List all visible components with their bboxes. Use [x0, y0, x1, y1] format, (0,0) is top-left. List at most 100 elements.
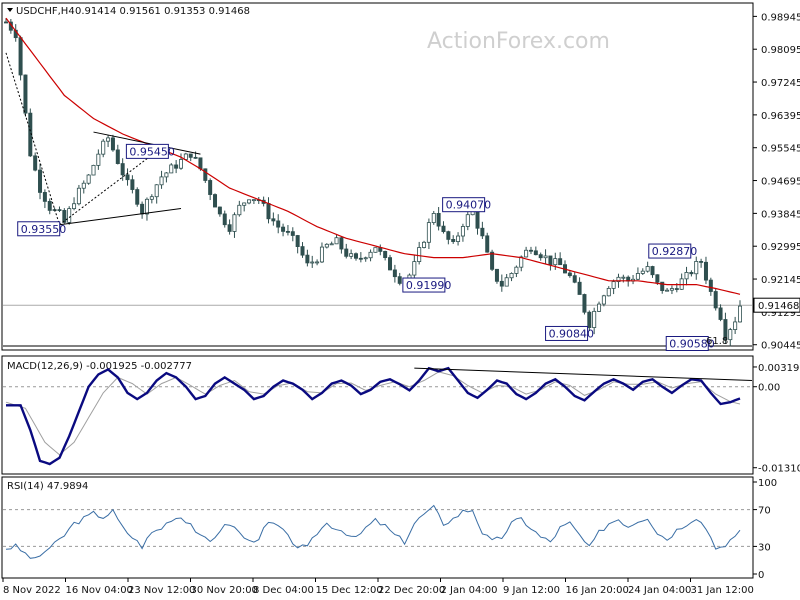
candle-body: [465, 214, 470, 227]
price-label-box: [545, 325, 589, 341]
candle-body: [392, 269, 397, 278]
candle-body: [38, 169, 43, 193]
candle-body: [159, 176, 164, 186]
candle-body: [101, 140, 106, 155]
candle-body: [509, 273, 514, 279]
candle-body: [499, 280, 504, 287]
candle-body: [728, 329, 733, 341]
candle-body: [368, 251, 373, 259]
x-tick-label: 16 Nov 04:00: [66, 585, 133, 596]
ema-path: [5, 17, 741, 295]
candle-body: [115, 149, 120, 164]
candle-body: [178, 159, 183, 169]
candle-body: [208, 180, 213, 195]
candle-body: [582, 294, 587, 313]
candle-body: [548, 255, 553, 266]
candle-body: [383, 251, 388, 259]
candle-body: [310, 261, 315, 264]
candle-body: [91, 164, 96, 176]
candle-body: [295, 235, 300, 247]
y-tick-label: 0.003197: [758, 363, 800, 374]
candle-body: [33, 155, 38, 171]
candle-body: [242, 202, 247, 206]
ema-line: [5, 17, 741, 295]
candle-body: [388, 257, 393, 271]
candle-body: [684, 272, 689, 280]
dropdown-arrow-icon[interactable]: [7, 8, 13, 12]
candle-body: [125, 174, 130, 181]
macd-y-axis: 0.003197 0.00 -0.013108: [753, 363, 800, 475]
y-tick-label: -0.013108: [758, 464, 800, 475]
x-tick-label: 30 Nov 20:00: [191, 585, 258, 596]
candle-body: [718, 307, 723, 320]
y-tick-label: 0: [758, 570, 764, 581]
candle-body: [694, 261, 699, 275]
candle-body: [514, 266, 519, 274]
candle-body: [106, 137, 111, 142]
candle-body: [485, 235, 490, 253]
price-label-box: [665, 336, 709, 352]
candle-body: [213, 194, 218, 208]
candle-body: [266, 203, 271, 220]
rsi-lines: [3, 504, 752, 559]
candle-body: [713, 291, 718, 309]
y-tick-label: 30: [758, 542, 771, 553]
candle-body: [519, 256, 524, 268]
candle-body: [174, 164, 179, 169]
x-tick-label: 24 Jan 04:00: [628, 585, 691, 596]
y-tick-label: 0.91295: [761, 308, 800, 319]
candle-body: [538, 254, 543, 259]
candle-body: [422, 241, 427, 248]
candle-body: [577, 281, 582, 295]
price-label: 0.95450: [129, 145, 175, 158]
price-y-axis: 0.98945 0.98095 0.97245 0.96395 0.95545 0.946…: [753, 12, 800, 352]
price-panel: [1, 2, 754, 351]
price-label-box: [402, 277, 446, 293]
price-label-box: [648, 243, 692, 259]
price-grid: [3, 304, 752, 347]
x-tick-label: 8 Dec 04:00: [253, 585, 314, 596]
candle-body: [480, 227, 485, 237]
candle-body: [655, 274, 660, 283]
candle-body: [344, 248, 349, 257]
candle-body: [81, 182, 86, 189]
candle-body: [217, 206, 222, 215]
candle-body: [227, 224, 232, 232]
candle-body: [494, 268, 499, 282]
candle-body: [436, 213, 441, 227]
candle-body: [669, 288, 674, 291]
macd-title: MACD(12,26,9) -0.001925 -0.002777: [7, 361, 192, 372]
candle-body: [349, 253, 354, 257]
candle-body: [188, 153, 193, 158]
candle-body: [363, 257, 368, 260]
candle-body: [120, 163, 125, 176]
y-tick-label: 0.98095: [761, 45, 800, 56]
y-tick-label: 0.92145: [761, 275, 800, 286]
candle-body: [635, 273, 640, 280]
y-tick-label: 100: [758, 478, 777, 489]
candle-body: [232, 214, 237, 232]
candle-body: [533, 250, 538, 256]
fib-label: 61.8: [706, 336, 728, 347]
y-tick-label: 70: [758, 506, 771, 517]
candle-body: [378, 247, 383, 252]
candle-body: [222, 213, 227, 226]
candle-body: [237, 204, 242, 216]
current-price-box: [753, 297, 800, 313]
candle-body: [144, 198, 149, 215]
y-tick-label: 0.93845: [761, 209, 800, 220]
candle-body: [738, 305, 743, 323]
candle-body: [426, 222, 431, 243]
candle-body: [285, 230, 290, 233]
rsi-y-axis: 100 70 30 0: [753, 478, 777, 581]
candle-body: [665, 289, 670, 292]
candle-body: [417, 247, 422, 262]
price-label-box: [125, 143, 169, 159]
candle-body: [412, 261, 417, 276]
candle-body: [183, 153, 188, 160]
price-label-box: [442, 197, 486, 213]
candle-body: [251, 199, 256, 202]
candle-body: [660, 281, 665, 291]
